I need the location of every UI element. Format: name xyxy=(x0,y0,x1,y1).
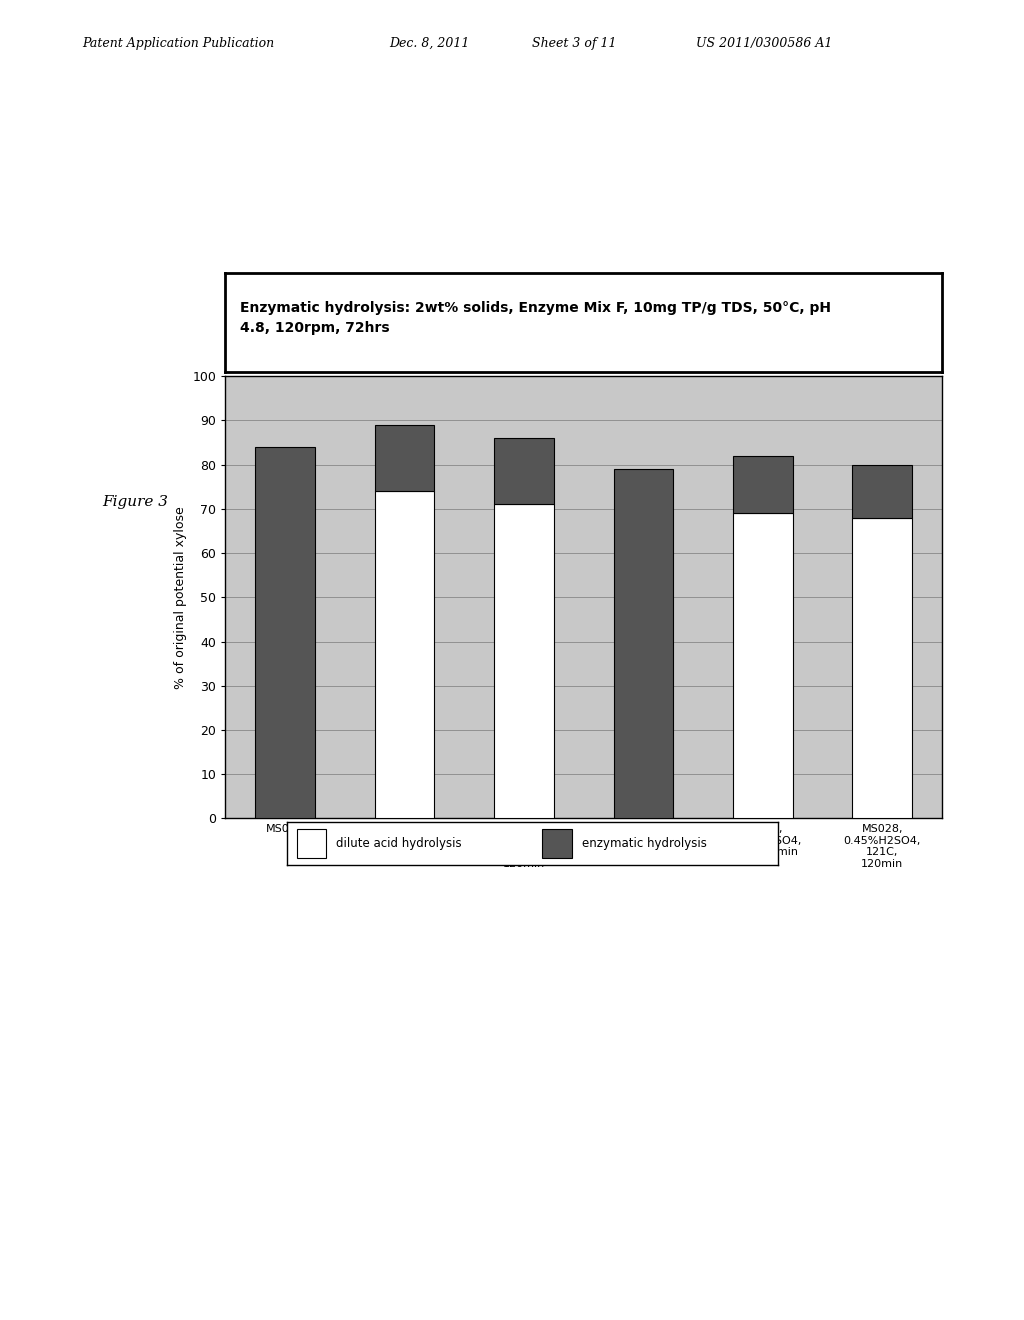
Bar xyxy=(852,465,912,517)
Bar xyxy=(297,829,326,858)
Text: Figure 3: Figure 3 xyxy=(102,495,168,510)
Bar xyxy=(733,513,793,818)
Bar xyxy=(733,455,793,513)
Bar xyxy=(375,491,434,818)
Text: enzymatic hydrolysis: enzymatic hydrolysis xyxy=(582,837,707,850)
Text: Sheet 3 of 11: Sheet 3 of 11 xyxy=(532,37,617,50)
Text: US 2011/0300586 A1: US 2011/0300586 A1 xyxy=(696,37,833,50)
Text: Dec. 8, 2011: Dec. 8, 2011 xyxy=(389,37,469,50)
Bar xyxy=(543,829,571,858)
Text: Enzymatic hydrolysis: 2wt% solids, Enzyme Mix F, 10mg TP/g TDS, 50°C, pH
4.8, 12: Enzymatic hydrolysis: 2wt% solids, Enzym… xyxy=(240,301,830,334)
Bar xyxy=(613,469,674,818)
Y-axis label: % of original potential xylose: % of original potential xylose xyxy=(174,506,186,689)
Bar xyxy=(375,425,434,491)
Text: dilute acid hydrolysis: dilute acid hydrolysis xyxy=(336,837,462,850)
Text: Patent Application Publication: Patent Application Publication xyxy=(82,37,274,50)
Bar xyxy=(255,447,315,818)
Bar xyxy=(494,504,554,818)
Bar xyxy=(494,438,554,504)
Bar xyxy=(852,517,912,818)
